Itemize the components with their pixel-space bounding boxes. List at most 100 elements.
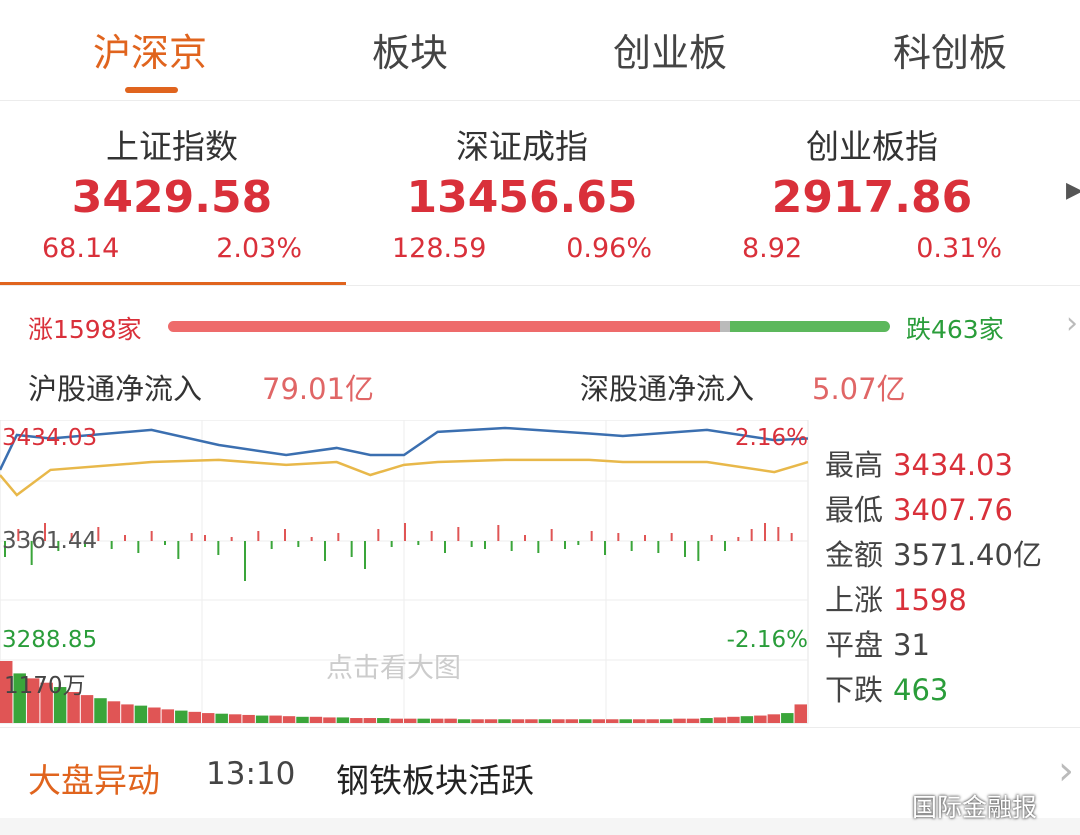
stat-row: 最高 3434.03 — [825, 442, 1013, 484]
volume-bar — [457, 719, 471, 723]
volume-bar — [215, 713, 228, 723]
volume-bar — [484, 719, 498, 723]
flow-bar — [284, 529, 286, 541]
flow-bar — [230, 537, 233, 541]
flow-bar — [604, 541, 606, 555]
index-card-sz[interactable]: 深证成指 13456.65 128.59 0.96% — [372, 120, 672, 264]
view-large-chart-hint[interactable]: 点击看大图 — [326, 653, 461, 684]
tab-hushenjing[interactable]: 沪深京 — [92, 31, 207, 75]
volume-bar — [134, 705, 148, 723]
flow-bar — [484, 541, 486, 549]
breadth-bar[interactable] — [168, 321, 890, 332]
volume-bar — [350, 718, 363, 723]
breadth-down-fill — [730, 321, 890, 332]
stat-row: 上涨 1598 — [825, 577, 967, 619]
volume-bar — [444, 718, 457, 723]
index-pct: 0.31% — [916, 233, 1002, 264]
volume-bar — [202, 713, 215, 723]
index-change: 128.59 — [392, 233, 487, 264]
index-value: 3429.58 — [71, 172, 273, 223]
stat-label: 平盘 — [825, 628, 884, 662]
flow-bar — [30, 541, 33, 565]
flow-bar — [550, 529, 553, 541]
index-pct: 0.96% — [566, 233, 652, 264]
volume-bar — [188, 711, 201, 723]
tab-sectors[interactable]: 板块 — [371, 31, 448, 75]
index-value: 13456.65 — [406, 172, 638, 223]
flow-bar — [684, 541, 686, 557]
volume-bar — [740, 716, 754, 723]
volume-bar — [592, 719, 605, 723]
breadth-up-fill — [168, 321, 720, 332]
news-tag: 大盘异动 — [28, 761, 160, 800]
volume-bar — [242, 714, 255, 723]
flow-bar — [364, 541, 366, 569]
index-pct: 2.03% — [216, 233, 302, 264]
intraday-chart-svg — [0, 419, 809, 724]
pct-bottom-label: -2.16% — [726, 627, 808, 653]
volume-bar — [269, 715, 282, 723]
flow-bar — [297, 541, 300, 547]
volume-bar — [659, 719, 673, 723]
flow-bar — [457, 527, 460, 541]
bottom-spacer — [0, 818, 1080, 835]
flow-bar — [750, 529, 753, 541]
tab-chinext[interactable]: 创业板 — [612, 31, 727, 75]
sh-connect-value: 79.01亿 — [262, 372, 375, 406]
average-price-line — [0, 458, 809, 497]
active-tab-indicator — [125, 87, 178, 93]
volume-bar — [0, 661, 13, 723]
volume-bar — [404, 718, 417, 723]
y-mid-label: 3361.44 — [2, 528, 98, 554]
flow-bar — [164, 541, 166, 545]
flow-bar — [710, 535, 713, 541]
divider — [0, 100, 1080, 101]
intraday-chart[interactable]: 3434.03 2.16% 3361.44 3288.85 -2.16% 点击看… — [0, 419, 812, 725]
flow-bar — [417, 541, 420, 545]
stat-label: 上涨 — [825, 583, 884, 617]
news-headline[interactable]: 钢铁板块活跃 — [336, 761, 534, 800]
volume-bar — [296, 716, 309, 723]
flow-bar — [257, 531, 260, 541]
flow-bar — [697, 541, 700, 561]
tab-star-market[interactable]: 科创板 — [892, 31, 1007, 75]
volume-bar — [363, 718, 377, 723]
index-name: 创业板指 — [806, 127, 938, 166]
scroll-right-arrow-icon[interactable]: ▶ — [1066, 178, 1080, 203]
flow-bar — [657, 541, 660, 553]
volume-label: 1170万 — [4, 673, 86, 699]
stat-label: 最低 — [825, 493, 884, 527]
stat-value: 3434.03 — [893, 448, 1013, 482]
flow-bar — [17, 529, 20, 541]
flow-bar — [70, 533, 73, 541]
index-card-cyb[interactable]: 创业板指 2917.86 8.92 0.31% — [722, 120, 1022, 264]
flow-bar — [537, 541, 540, 553]
flow-bar — [377, 529, 380, 541]
active-card-indicator — [0, 282, 346, 285]
flow-bar — [470, 541, 473, 547]
flow-bar — [270, 541, 273, 549]
volume-bar — [632, 719, 646, 723]
stat-label: 下跌 — [825, 673, 884, 707]
volume-bar — [309, 716, 323, 723]
volume-bar — [107, 701, 121, 723]
flow-bar — [110, 541, 113, 549]
flow-bar — [4, 541, 6, 557]
stat-value: 3407.76 — [893, 493, 1013, 527]
flow-bar — [590, 531, 593, 541]
chevron-right-icon[interactable]: › — [1066, 306, 1078, 341]
flow-bar — [617, 533, 620, 541]
chevron-right-icon[interactable]: › — [1058, 748, 1074, 794]
volume-bar — [40, 682, 53, 723]
decliners-label: 跌463家 — [906, 315, 1004, 344]
flow-bar — [630, 541, 633, 551]
flow-bar — [724, 541, 726, 551]
volume-bar — [336, 717, 350, 723]
volume-bar — [53, 687, 67, 723]
flow-bar — [124, 535, 126, 541]
flow-bar — [390, 541, 393, 547]
stat-row: 平盘 31 — [825, 622, 930, 664]
volume-bar — [767, 714, 781, 723]
index-card-sh[interactable]: 上证指数 3429.58 68.14 2.03% — [22, 120, 322, 264]
volume-bar — [471, 719, 484, 723]
